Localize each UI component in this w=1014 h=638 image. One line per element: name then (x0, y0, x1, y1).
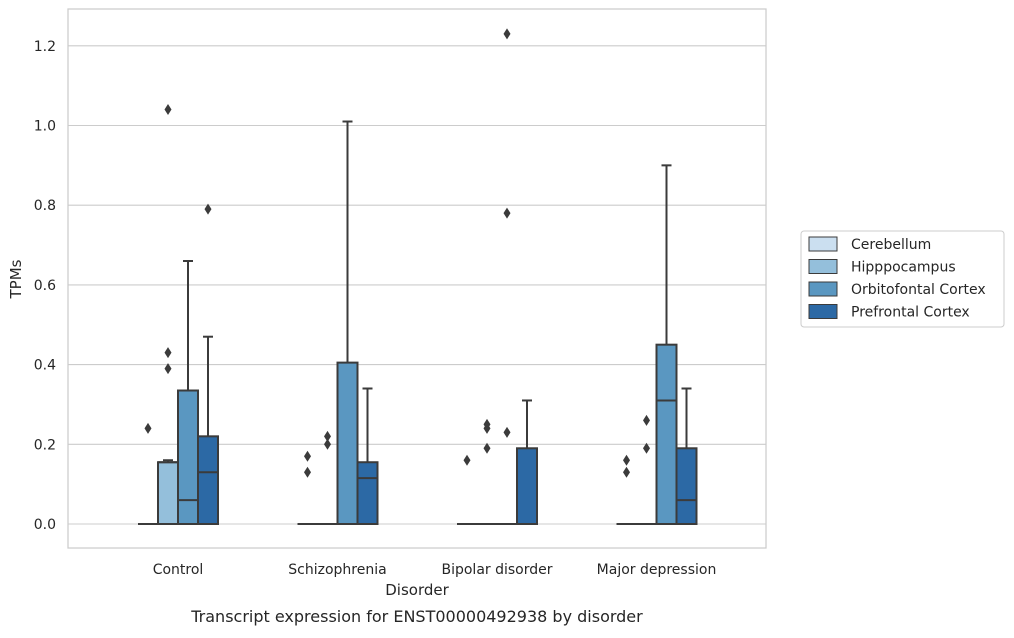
series-prefrontal-cortex (197, 203, 698, 526)
outlier-point (623, 466, 630, 478)
legend-label: Cerebellum (851, 237, 931, 253)
box (197, 435, 219, 525)
outlier-point (164, 347, 172, 359)
y-tick-label: 0.6 (34, 278, 56, 294)
legend: Cerebellum Hipppocampus Orbitofontal Corte… (800, 230, 1005, 328)
box (157, 461, 179, 526)
x-tick-label: Bipolar disorder (441, 562, 552, 578)
legend-label: Hipppocampus (851, 260, 956, 276)
outlier-point (643, 414, 650, 426)
series-cerebellum (138, 422, 637, 525)
outlier-point (483, 418, 491, 430)
y-axis-ticks: 0.0 0.2 0.4 0.6 0.8 1.0 1.2 (34, 39, 56, 533)
outlier-point (463, 454, 471, 466)
x-axis-label: Disorder (385, 581, 449, 599)
outlier-point (324, 430, 331, 442)
box-plot-series (138, 28, 698, 526)
x-tick-label: Control (153, 562, 204, 578)
outlier-point (204, 203, 212, 215)
legend-label: Prefrontal Cortex (851, 305, 970, 321)
chart-caption: Transcript expression for ENST0000049293… (190, 607, 643, 626)
box (177, 389, 199, 525)
outlier-point (503, 28, 511, 40)
legend-swatch (808, 281, 838, 297)
outlier-point (144, 422, 152, 434)
series-hipppocampus (157, 104, 657, 526)
y-tick-label: 1.0 (34, 119, 56, 135)
outlier-point (304, 450, 311, 462)
outlier-point (623, 454, 630, 466)
legend-label: Orbitofontal Cortex (851, 282, 986, 298)
box (655, 343, 678, 525)
outlier-point (324, 438, 331, 450)
legend-swatch (808, 304, 838, 319)
box (336, 361, 359, 526)
x-tick-label: Major depression (597, 562, 717, 578)
box (675, 447, 698, 525)
outlier-point (483, 442, 491, 454)
x-tick-label: Schizophrenia (288, 562, 386, 578)
outlier-point (643, 442, 650, 454)
legend-swatch (808, 236, 838, 252)
legend-swatch (808, 259, 838, 274)
y-tick-label: 0.2 (34, 437, 56, 453)
y-tick-label: 0.4 (34, 358, 56, 374)
y-tick-label: 1.2 (34, 39, 56, 55)
outlier-point (503, 207, 511, 219)
legend-frame (800, 230, 1005, 328)
box (356, 461, 379, 526)
outlier-point (164, 363, 172, 375)
box (516, 447, 538, 525)
y-tick-label: 0.8 (34, 198, 56, 214)
series-orbitofontal-cortex (177, 28, 678, 526)
plot-frame (67, 8, 767, 549)
x-axis-ticks: Control Schizophrenia Bipolar disorder Majo… (153, 562, 717, 578)
outlier-point (503, 426, 511, 438)
outlier-point (164, 104, 172, 116)
y-axis-label: TPMs (7, 259, 25, 299)
y-tick-label: 0.0 (34, 517, 56, 533)
outlier-point (304, 466, 311, 478)
